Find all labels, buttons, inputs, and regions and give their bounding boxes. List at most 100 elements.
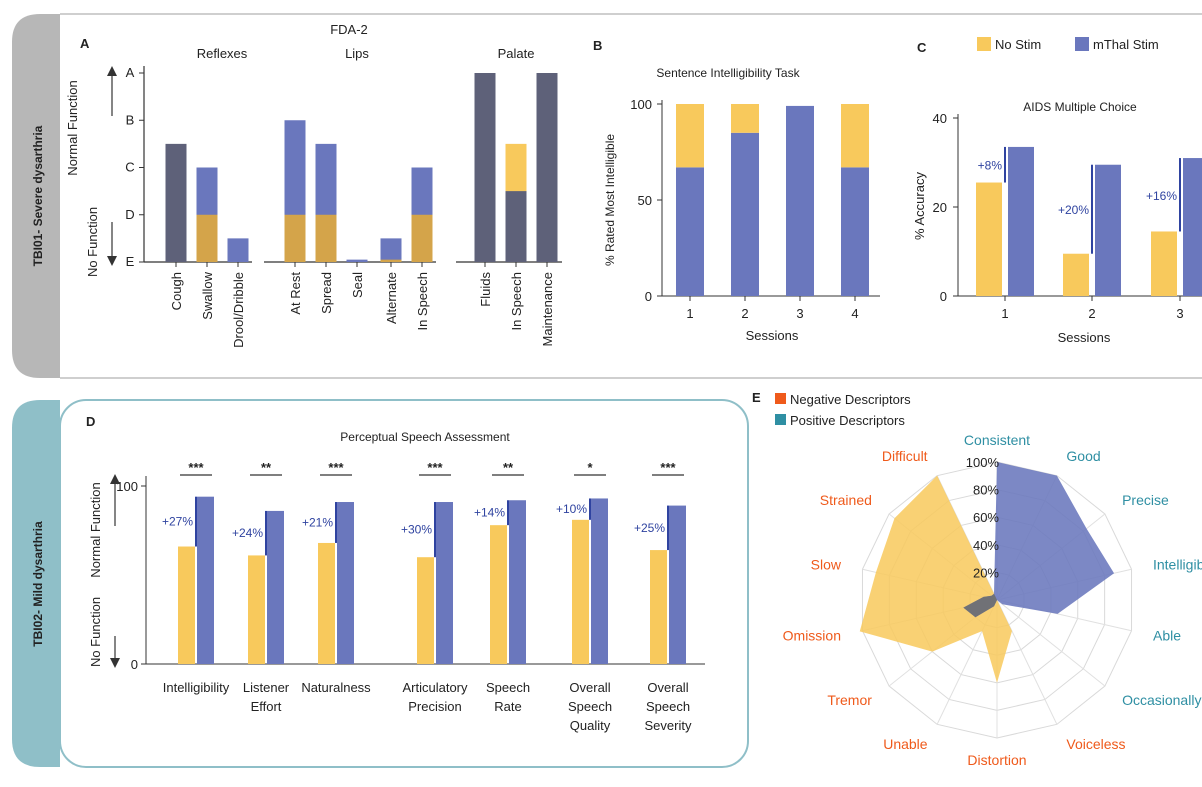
legend-mthal-label: mThal Stim [1093,37,1159,52]
panel-label-c: C [917,40,927,55]
r-tick-label-5: 100% [966,455,1000,470]
panel-label-e: E [752,390,761,405]
diff-label-articulatory-precision: +30% [401,523,432,537]
severe-side-label: TBI01- Severe dysarthria [31,125,45,266]
x-tick-label-in-speech: In Speech [509,272,524,331]
bar-no-stim-speech-rate [490,525,507,664]
x-tick-label-speech-rate-line-2: Rate [494,699,521,714]
x-tick-label-swallow: Swallow [200,271,215,319]
bar-alternate-no-stim [380,259,402,262]
y-axis-label: % Rated Most Intelligible [603,134,617,266]
y-tick-label-d: D [125,207,134,222]
chart-title: Perceptual Speech Assessment [340,430,510,444]
x-tick-label-naturalness-line-1: Naturalness [301,680,371,695]
x-tick-label-2: 2 [1088,306,1095,321]
y-tick-label-a: A [126,65,135,80]
y-label-no-function: No Function [85,207,100,277]
x-tick-label-intelligibility-line-1: Intelligibility [163,680,230,695]
r-tick-label-2: 40% [973,538,999,553]
bar-spread-no-stim [315,214,337,262]
bar-no-stim-session-3 [1151,231,1177,296]
axis-label-occasionally: Occasionally [1122,692,1201,708]
x-tick-label-seal: Seal [350,272,365,298]
bar-fluids-both [474,73,496,262]
bar-mthal-speech-rate [509,500,526,664]
diff-label-2: +20% [1058,203,1089,217]
y-axis-label: % Accuracy [912,172,927,240]
sig-stars-listener-effort: ** [261,460,272,475]
r-tick-label-3: 60% [973,510,999,525]
x-tick-label-overall-speech-quality-line-2: Speech [568,699,612,714]
x-tick-label-3: 3 [796,306,803,321]
x-axis-label: Sessions [1058,330,1111,345]
y-label-normal: Normal Function [88,482,103,577]
severe-side-bar [12,14,60,378]
legend-no-stim-swatch [977,37,991,51]
x-tick-label-4: 4 [851,306,858,321]
chart-title: AIDS Multiple Choice [1023,100,1137,114]
axis-label-omission: Omission [783,628,841,644]
bar-no-stim-session-2 [731,104,759,133]
bar-no-stim-session-1 [676,104,704,168]
bar-cough-both [165,143,187,262]
x-tick-label-listener-effort-line-1: Listener [243,680,290,695]
x-tick-label-speech-rate-line-1: Speech [486,680,530,695]
legend-no-stim-label: No Stim [995,37,1041,52]
axis-label-precise: Precise [1122,492,1169,508]
x-tick-label-overall-speech-severity-line-3: Severity [645,718,692,733]
bar-mthal-overall-speech-quality [591,498,608,664]
bar-maintenance-both [536,73,558,262]
legend-mthal-swatch [1075,37,1089,51]
x-tick-label-overall-speech-quality-line-3: Quality [570,718,611,733]
axis-label-difficult: Difficult [882,448,928,464]
x-tick-label-spread: Spread [319,272,334,314]
x-tick-label-cough: Cough [169,272,184,310]
axis-label-strained: Strained [820,492,872,508]
arrow-down-head [110,658,120,668]
y-tick-label-40: 40 [933,111,947,126]
y-tick-label-20: 20 [933,200,947,215]
axis-label-distortion: Distortion [967,752,1026,768]
x-tick-label-overall-speech-severity-line-2: Speech [646,699,690,714]
bar-mthal-session-1 [1008,146,1034,296]
x-tick-label-maintenance: Maintenance [540,272,555,346]
y-tick-label-b: B [126,112,135,127]
y-tick-label-c: C [125,160,134,175]
radar-negative-descriptors [859,475,1012,683]
legend-negative-swatch [775,393,786,404]
axis-label-intelligible: Intelligible [1153,556,1202,572]
y-tick-label-0: 0 [940,289,947,304]
x-tick-label-3: 3 [1176,306,1183,321]
bar-at-rest-no-stim [284,214,306,262]
panel-e: 20% 40% 60% 80% 100% Consistent Good Precise Int… [783,432,1202,768]
x-tick-label-1: 1 [1001,306,1008,321]
bar-no-stim-listener-effort [248,555,265,664]
axis-label-tremor: Tremor [827,692,872,708]
bar-swallow-no-stim [196,214,218,262]
sig-stars-speech-rate: ** [503,460,514,475]
bar-no-stim-naturalness [318,542,335,664]
arrow-up-head [107,66,117,76]
x-tick-label-at-rest: At Rest [288,272,303,315]
x-tick-label-alternate: Alternate [384,272,399,324]
diff-label-overall-speech-quality: +10% [556,502,587,516]
arrow-up-head [110,474,120,484]
r-tick-label-4: 80% [973,483,999,498]
axis-label-consistent: Consistent [964,432,1030,448]
x-tick-label-2: 2 [741,306,748,321]
x-tick-label-overall-speech-quality-line-1: Overall [569,680,610,695]
mild-frame [59,399,749,768]
bar-mthal-listener-effort [267,510,284,664]
x-tick-label-1: 1 [686,306,693,321]
y-tick-label-50: 50 [638,193,652,208]
bar-no-stim-articulatory-precision [417,557,434,664]
bar-mthal-session-3 [1183,158,1202,296]
diff-label-speech-rate: +14% [474,506,505,520]
diff-label-3: +16% [1146,189,1177,203]
sig-stars-intelligibility: *** [188,460,204,475]
group-label-lips: Lips [345,46,369,61]
panel-d: Perceptual Speech Assessment 0 100 Normal F… [88,430,705,733]
diff-label-overall-speech-severity: +25% [634,521,665,535]
x-tick-label-articulatory-precision-line-2: Precision [408,699,461,714]
radar-overlap [963,593,997,618]
